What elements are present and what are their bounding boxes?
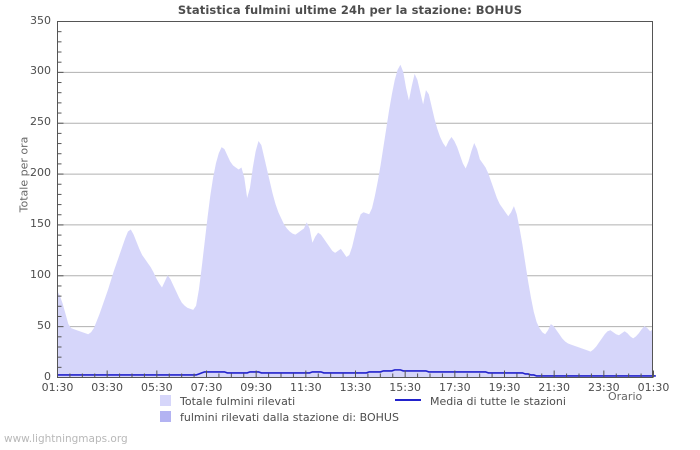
legend-label-station: fulmini rilevati dalla stazione di: BOHU… (180, 411, 399, 424)
legend-item-total: Totale fulmini rilevati (160, 395, 295, 409)
x-axis-tick-label: 05:30 (140, 381, 173, 394)
x-axis-tick-label: 01:30 (637, 381, 670, 394)
y-axis-tick-label: 200 (30, 166, 51, 180)
legend-line-average (395, 399, 421, 401)
y-axis-tick-label: 100 (30, 267, 51, 281)
y-axis-tick-label: 150 (30, 216, 51, 230)
x-axis-tick-label: 19:30 (488, 381, 521, 394)
legend-item-average: Media di tutte le stazioni (395, 395, 566, 409)
series-area-total (57, 64, 653, 377)
x-axis-tick-label: 17:30 (438, 381, 471, 394)
x-axis-tick-label: 21:30 (538, 381, 570, 394)
legend-swatch-total (160, 395, 171, 406)
watermark: www.lightningmaps.org (4, 433, 128, 445)
y-axis-tick-label: 250 (30, 115, 51, 129)
x-axis-tick-label: 23:30 (587, 381, 620, 394)
y-axis-tick-label: 0 (44, 369, 51, 383)
y-axis-tick-label: 50 (37, 318, 51, 332)
x-axis-tick-label: 11:30 (289, 381, 322, 394)
legend-item-station: fulmini rilevati dalla stazione di: BOHU… (160, 411, 399, 425)
x-axis-tick-label: 15:30 (389, 381, 421, 394)
x-axis-tick-label: 13:30 (339, 381, 372, 394)
chart-legend: Totale fulmini rilevati fulmini rilevati… (0, 393, 700, 427)
x-axis-tick-label: 01:30 (41, 381, 74, 394)
x-axis-tick-label: 03:30 (91, 381, 123, 394)
x-axis-title: Orario (608, 390, 643, 403)
legend-swatch-station (160, 411, 171, 422)
x-axis-tick-label: 07:30 (190, 381, 223, 394)
y-axis-tick-label: 350 (30, 13, 51, 27)
x-axis-tick-label: 09:30 (240, 381, 272, 394)
chart-title: Statistica fulmini ultime 24h per la sta… (177, 3, 523, 17)
legend-label-total: Totale fulmini rilevati (180, 395, 296, 408)
y-axis-tick-label: 300 (30, 64, 51, 78)
legend-label-average: Media di tutte le stazioni (430, 395, 566, 408)
